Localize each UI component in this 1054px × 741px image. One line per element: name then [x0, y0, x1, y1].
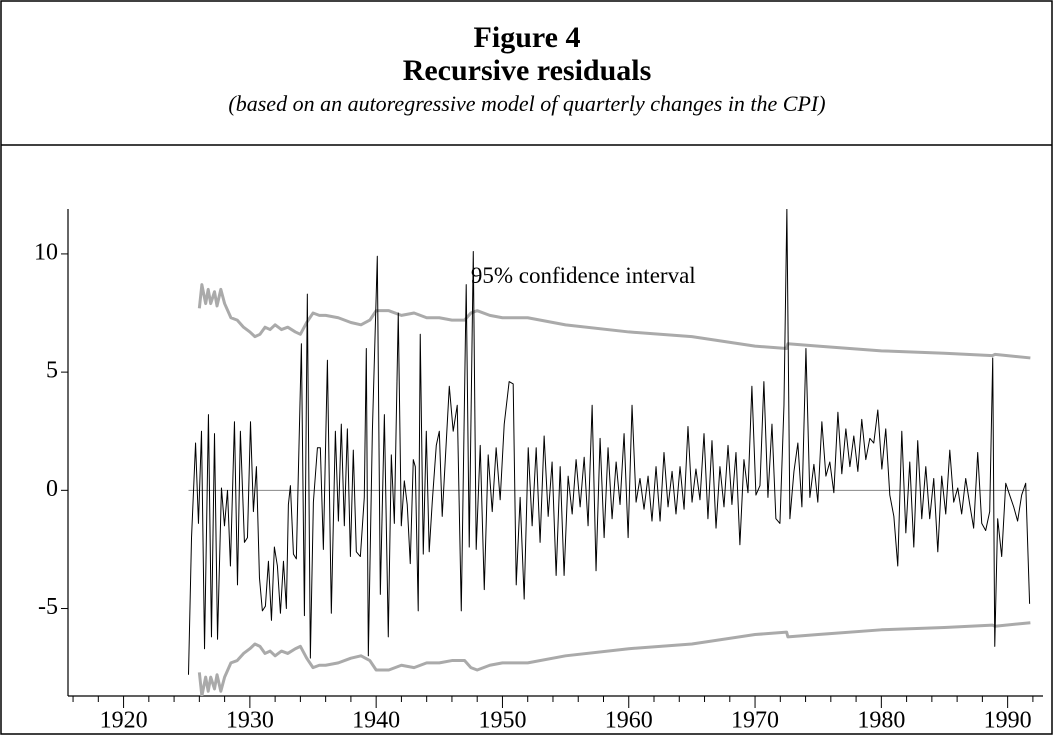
y-tick-label: -5 [38, 594, 58, 620]
series-line [187, 209, 1031, 675]
y-tick-label: 10 [34, 239, 58, 265]
x-tick-label: 1940 [352, 708, 400, 734]
x-tick-label: 1930 [226, 708, 274, 734]
x-tick-label: 1920 [100, 708, 148, 734]
x-tick-label: 1970 [731, 708, 779, 734]
chart-caption: (based on an autoregressive model of qua… [228, 91, 825, 116]
series-group [187, 209, 1031, 696]
x-tick-label: 1980 [857, 708, 905, 734]
x-tick-label: 1990 [984, 708, 1032, 734]
series-line [197, 621, 1031, 696]
x-tick-label: 1950 [478, 708, 526, 734]
y-tick-label: 5 [46, 358, 58, 384]
series-line [197, 283, 1031, 360]
chart-subtitle: Recursive residuals [403, 54, 652, 87]
y-tick-label: 0 [46, 476, 58, 502]
chart-title: Figure 4 [474, 21, 581, 54]
annotation: 95% confidence interval [471, 263, 696, 288]
x-tick-label: 1960 [605, 708, 653, 734]
